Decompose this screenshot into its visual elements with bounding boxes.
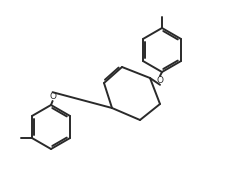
Text: O: O: [156, 76, 163, 85]
Text: O: O: [49, 92, 56, 101]
